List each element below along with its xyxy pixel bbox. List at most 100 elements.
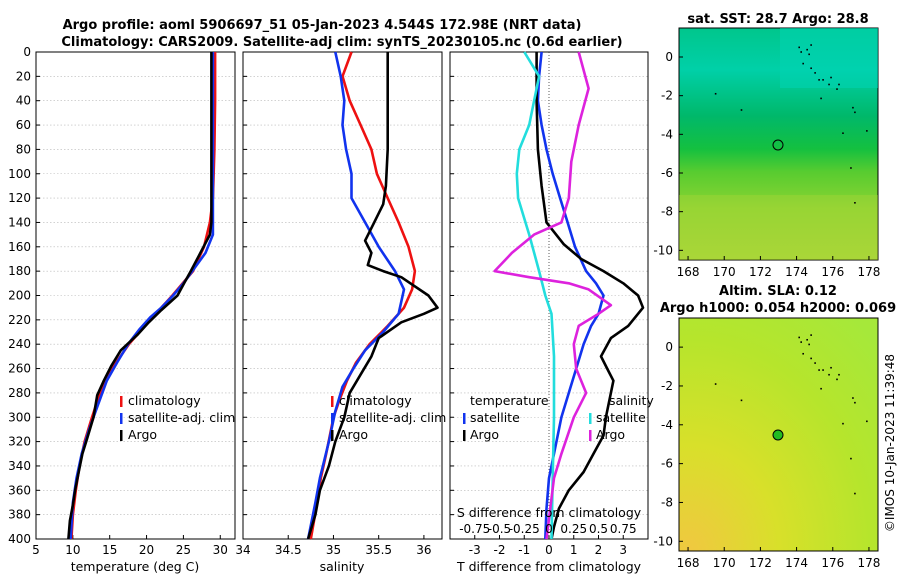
t-difference-label: T difference from climatology — [456, 559, 642, 574]
sst-south-patch — [679, 195, 878, 260]
island-dot — [810, 334, 812, 336]
lon-tick-label: 174 — [785, 265, 808, 279]
x-tick-label: 3 — [619, 543, 627, 557]
s-difference-label: S difference from climatology — [457, 505, 642, 520]
temperature-series — [67, 52, 217, 540]
legend-swatch-satellite — [120, 413, 123, 424]
legend-swatch-satellite — [331, 413, 334, 424]
s-tick-label: -0.25 — [509, 522, 540, 536]
legend-label-temp-argo: Argo — [470, 427, 499, 442]
island-dot — [828, 83, 830, 86]
sla-map-ticks: 168 170 172 174 176 178 0 -2 -4 -6 -8 -10 — [653, 340, 880, 570]
island-dot — [842, 422, 844, 425]
island-dot — [866, 130, 868, 132]
lat-tick-label: -4 — [661, 127, 673, 141]
s-difference-tick-labels: -0.75-0.5-0.25 0 0.25 0.5 0.75 — [459, 522, 636, 536]
island-dot — [820, 387, 822, 390]
island-dot — [830, 366, 832, 369]
island-dot — [714, 92, 717, 95]
s-tick-label: 0.25 — [560, 522, 587, 536]
island-dot — [806, 338, 808, 341]
island-dot — [822, 369, 824, 371]
legend-label-temp-satellite: satellite — [470, 410, 520, 425]
island-dot — [740, 109, 743, 111]
depth-tick-label: 200 — [8, 289, 31, 303]
s-tick-label: 0.75 — [610, 522, 637, 536]
island-dot — [850, 457, 852, 460]
legend-label-satellite: satellite-adj. clim — [339, 410, 446, 425]
island-dot — [836, 378, 838, 381]
depth-tick-label: 100 — [8, 167, 31, 181]
lon-tick-label: 168 — [677, 265, 700, 279]
series-salinity-satellite — [515, 51, 556, 540]
island-dot — [828, 373, 830, 376]
sla-map-subtitle: Argo h1000: 0.054 h2000: 0.069 — [660, 301, 896, 316]
salinity-axis-label: salinity — [320, 559, 365, 574]
figure-title-line2: Climatology: CARS2009. Satellite-adj cli… — [61, 35, 622, 50]
lon-tick-label: 176 — [821, 556, 844, 570]
legend-title-salinity: salinity — [609, 393, 654, 408]
x-tick-label: 35.5 — [365, 543, 392, 557]
sst-map — [678, 27, 879, 261]
island-dot — [854, 111, 856, 114]
legend-swatch-sal-argo — [589, 430, 592, 441]
lat-tick-label: -10 — [653, 243, 673, 257]
s-tick-label: -0.75 — [459, 522, 490, 536]
depth-tick-label: 160 — [8, 240, 31, 254]
island-dot — [714, 383, 717, 385]
island-dot — [802, 62, 804, 65]
legend-swatch-argo — [120, 430, 123, 441]
lon-tick-label: 168 — [677, 556, 700, 570]
sst-map-title: sat. SST: 28.7 Argo: 28.8 — [687, 12, 868, 27]
x-tick-label: 15 — [102, 543, 117, 557]
lat-tick-label: -2 — [661, 379, 673, 393]
island-dot — [836, 88, 838, 90]
island-dot — [852, 106, 854, 109]
depth-tick-label: 280 — [8, 386, 31, 400]
argo-location-marker — [772, 429, 784, 441]
lat-tick-label: -4 — [661, 418, 673, 432]
x-tick-label: 34.5 — [275, 543, 302, 557]
temperature-ticks: 5 10 15 20 25 30 — [32, 51, 228, 557]
island-dots — [714, 334, 868, 495]
sla-map-title: Altim. SLA: 0.12 — [719, 284, 837, 299]
island-dot — [802, 352, 804, 355]
x-tick-label: 2 — [595, 543, 603, 557]
island-dot — [838, 373, 840, 376]
s-tick-label: 0.5 — [589, 522, 608, 536]
depth-tick-label: 300 — [8, 410, 31, 424]
island-dot — [842, 132, 844, 134]
legend-swatch-sal-satellite — [589, 413, 592, 424]
legend-swatch-argo — [331, 430, 334, 441]
lon-tick-label: 170 — [713, 556, 736, 570]
salinity-ticks: 34 34.5 35 35.5 36 — [235, 51, 432, 557]
s-tick-label: 0 — [545, 522, 553, 536]
difference-ticks: -3 -2 -1 0 1 2 3 — [450, 51, 627, 557]
legend-swatch-temp-argo — [463, 430, 466, 441]
island-dot — [838, 83, 840, 86]
depth-tick-label: 60 — [16, 118, 31, 132]
legend-label-sal-argo: Argo — [596, 427, 625, 442]
lat-tick-label: 0 — [665, 50, 673, 64]
temperature-legend: climatology satellite-adj. clim Argo — [120, 393, 235, 442]
island-dot — [850, 167, 852, 169]
depth-tick-labels: 0 20 40 60 80 100 120 140 160 180 200 220 240 260 280 3… — [8, 45, 31, 546]
x-tick-label: -3 — [469, 543, 481, 557]
depth-tick-label: 80 — [16, 142, 31, 156]
island-dot — [820, 97, 822, 100]
island-dot — [800, 341, 802, 343]
lat-tick-label: -8 — [661, 205, 673, 219]
lon-tick-label: 178 — [858, 265, 881, 279]
legend-label-climatology: climatology — [128, 393, 201, 408]
s-tick-label: -0.5 — [488, 522, 511, 536]
island-dot — [830, 76, 832, 79]
lon-tick-label: 176 — [821, 265, 844, 279]
depth-tick-label: 380 — [8, 508, 31, 522]
island-dot — [810, 44, 812, 46]
depth-tick-label: 260 — [8, 362, 31, 376]
x-tick-label: 20 — [139, 543, 154, 557]
legend-swatch-temp-satellite — [463, 413, 466, 424]
depth-tick-label: 340 — [8, 459, 31, 473]
island-dot — [798, 46, 800, 49]
